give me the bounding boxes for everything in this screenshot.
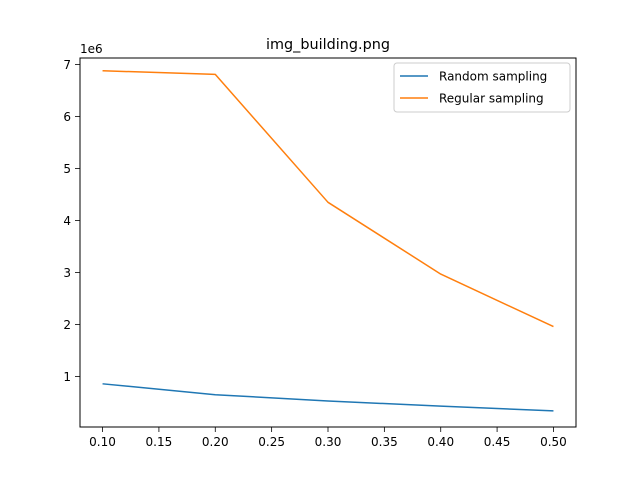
x-tick-label: 0.45 bbox=[484, 435, 511, 449]
y-tick-label: 1 bbox=[63, 370, 71, 384]
y-offset-label: 1e6 bbox=[80, 42, 103, 56]
y-tick-label: 6 bbox=[63, 110, 71, 124]
x-tick-label: 0.15 bbox=[146, 435, 173, 449]
y-tick-label: 7 bbox=[63, 58, 71, 72]
plot-area: 0.10 0.15 0.20 0.25 0.30 0.35 0.40 0.45 0.50 1 2 3 4… bbox=[63, 58, 566, 449]
axes-frame bbox=[79, 57, 577, 428]
x-tick-label: 0.20 bbox=[202, 435, 229, 449]
legend-box bbox=[393, 62, 571, 113]
y-tick-label: 3 bbox=[63, 266, 71, 280]
y-tick-label: 4 bbox=[63, 214, 71, 228]
x-tick-label: 0.50 bbox=[540, 435, 567, 449]
legend-label: Random sampling bbox=[439, 70, 547, 84]
x-tick-label: 0.35 bbox=[371, 435, 398, 449]
x-tick-label: 0.10 bbox=[89, 435, 116, 449]
x-tick-label: 0.25 bbox=[258, 435, 285, 449]
x-tick-label: 0.30 bbox=[315, 435, 342, 449]
legend: Random sampling Regular sampling bbox=[393, 62, 571, 113]
x-tick-label: 0.40 bbox=[427, 435, 454, 449]
chart-title: img_building.png bbox=[266, 37, 390, 53]
y-tick-label: 2 bbox=[63, 318, 71, 332]
legend-label: Regular sampling bbox=[439, 92, 544, 106]
series-line-random-sampling bbox=[102, 383, 554, 412]
y-tick-label: 5 bbox=[63, 162, 71, 176]
series-line-regular-sampling bbox=[102, 69, 554, 328]
